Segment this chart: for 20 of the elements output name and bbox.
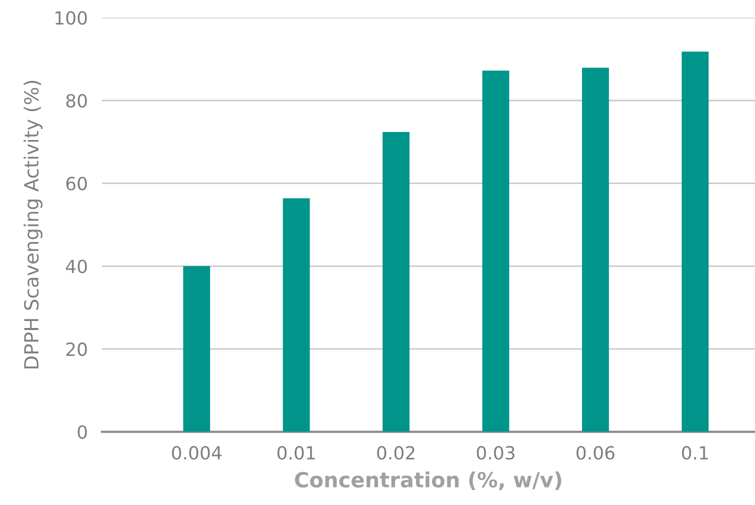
bar — [482, 70, 510, 432]
bar — [682, 52, 709, 432]
x-tick-label: 0.02 — [377, 446, 414, 460]
y-tick-label: 40 — [66, 260, 87, 274]
bar — [382, 132, 410, 432]
bar — [582, 68, 609, 432]
bar — [282, 198, 310, 432]
x-tick-label: 0.004 — [172, 446, 222, 460]
x-axis-title: Concentration (%, w/v) — [294, 471, 562, 490]
x-tick-label: 0.06 — [576, 446, 614, 460]
x-tick-label: 0.03 — [476, 446, 514, 460]
y-tick-label: 20 — [66, 342, 87, 356]
y-tick-label: 80 — [66, 94, 87, 108]
bar — [183, 266, 210, 432]
y-tick-label: 100 — [56, 11, 87, 25]
y-axis-title: DPPH Scavenging Activity (%) — [24, 80, 42, 368]
y-tick-label: 0 — [78, 425, 87, 439]
x-tick-label: 0.01 — [277, 446, 315, 460]
y-tick-label: 60 — [66, 176, 87, 190]
x-tick-label: 0.1 — [682, 446, 708, 460]
